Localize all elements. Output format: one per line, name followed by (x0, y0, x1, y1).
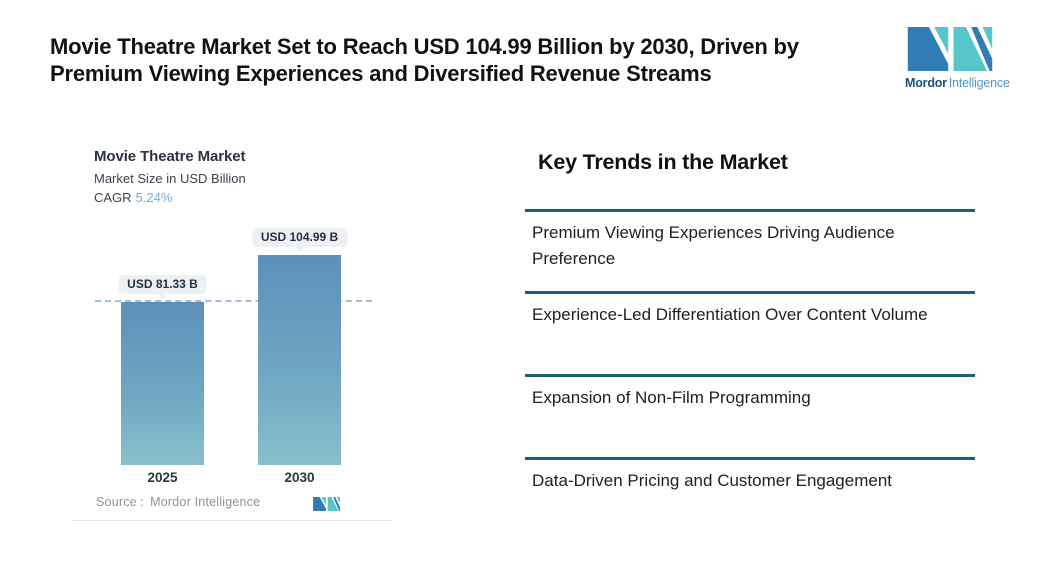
trend-text: Data-Driven Pricing and Customer Engagem… (532, 471, 893, 490)
badge-pointer-icon (294, 246, 305, 252)
page-title: Movie Theatre Market Set to Reach USD 10… (50, 34, 799, 86)
badge-pointer-icon (157, 293, 168, 299)
bar-value-badge: USD 81.33 B (118, 275, 207, 294)
trend-divider (525, 374, 975, 377)
bar-2025: USD 81.33 B 2025 (118, 275, 207, 485)
key-trends-panel: Key Trends in the Market Premium Viewing… (525, 140, 975, 560)
mordor-mini-logo-icon (313, 497, 340, 511)
trend-text: Experience-Led Differentiation Over Cont… (532, 305, 928, 324)
cagr-value: 5.24% (135, 190, 173, 205)
bar-2030: USD 104.99 B 2030 (251, 228, 348, 485)
trend-item: Data-Driven Pricing and Customer Engagem… (525, 457, 975, 494)
bar-fill (121, 302, 204, 465)
trend-divider (525, 457, 975, 460)
source-label: Source : (96, 495, 145, 509)
axis-label-2025: 2025 (147, 470, 178, 485)
source-attribution: Source : Mordor Intelligence (96, 495, 260, 509)
bar-value-badge: USD 104.99 B (251, 228, 348, 247)
trend-divider (525, 291, 975, 294)
trend-item: Expansion of Non-Film Programming (525, 374, 975, 411)
trend-item: Premium Viewing Experiences Driving Audi… (525, 209, 975, 272)
trend-item: Experience-Led Differentiation Over Cont… (525, 291, 975, 328)
brand-wordmark: Mordor Intelligence (905, 76, 1010, 90)
mordor-intelligence-logo: Mordor Intelligence (905, 27, 1010, 90)
market-size-chart: Movie Theatre Market Market Size in USD … (72, 140, 405, 521)
trend-text: Expansion of Non-Film Programming (532, 388, 811, 407)
brand-word-intelligence: Intelligence (948, 76, 1010, 90)
chart-subtitle: Market Size in USD Billion (94, 171, 246, 186)
trends-heading: Key Trends in the Market (538, 150, 788, 174)
trend-divider (525, 209, 975, 212)
cagr-label: CAGR (94, 190, 132, 205)
source-value: Mordor Intelligence (150, 495, 261, 509)
mordor-logo-mark-icon (907, 27, 993, 71)
trend-text: Premium Viewing Experiences Driving Audi… (532, 223, 895, 268)
chart-cagr: CAGR 5.24% (94, 190, 172, 205)
brand-word-mordor: Mordor (905, 76, 947, 90)
axis-label-2030: 2030 (284, 470, 315, 485)
bar-fill (258, 255, 341, 465)
reference-dashed-line (95, 300, 372, 302)
chart-title: Movie Theatre Market (94, 148, 246, 165)
chart-bottom-divider (72, 520, 393, 521)
